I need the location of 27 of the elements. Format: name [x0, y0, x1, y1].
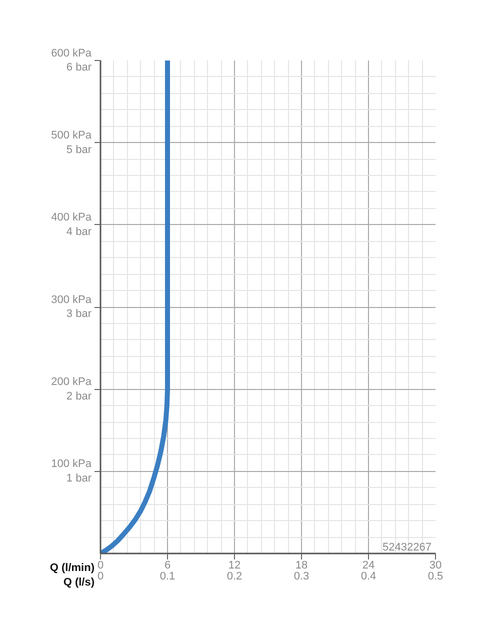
- x-tick-label: 30: [429, 560, 442, 572]
- y2-tick-label: 1 bar: [66, 472, 92, 485]
- y-tick-label: 400 kPa: [51, 212, 92, 224]
- y2-tick-label: 4 bar: [66, 226, 92, 238]
- x2-tick-label: 0.1: [160, 570, 176, 582]
- y2-tick-label: 5 bar: [66, 144, 92, 156]
- x-tick-label: 24: [362, 560, 375, 572]
- y-tick-label: 300 kPa: [51, 294, 92, 306]
- x-tick-label: 0: [97, 560, 104, 572]
- x-tick-label: 18: [295, 560, 308, 572]
- y2-tick-label: 3 bar: [66, 308, 92, 320]
- y-tick-label: 600 kPa: [51, 47, 92, 60]
- x2-tick-label: 0.2: [226, 570, 242, 582]
- y-tick-label: 200 kPa: [51, 376, 92, 388]
- x2-tick-label: 0.4: [360, 570, 376, 582]
- x2-tick-label: 0.5: [428, 570, 444, 582]
- x2-tick-label: 0.3: [294, 570, 310, 582]
- y-tick-label: 500 kPa: [51, 129, 92, 142]
- x2-axis-title: Q (l/s): [63, 576, 95, 588]
- y2-tick-label: 6 bar: [66, 62, 92, 74]
- y2-tick-label: 2 bar: [66, 390, 92, 402]
- y-tick-label: 100 kPa: [51, 458, 92, 470]
- x-tick-label: 6: [164, 560, 171, 572]
- x2-tick-label: 0: [97, 570, 104, 582]
- x-axis-title: Q (l/min): [50, 562, 95, 574]
- x-tick-label: 12: [228, 560, 241, 572]
- annotation: 52432267: [382, 542, 432, 554]
